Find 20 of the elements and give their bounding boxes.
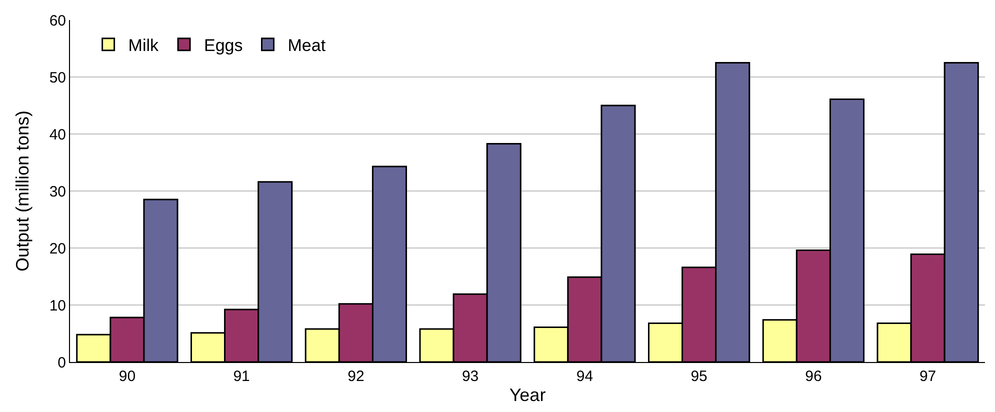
x-tick-label: 96 xyxy=(805,368,822,385)
y-tick-label: 20 xyxy=(49,240,66,258)
x-tick-label: 95 xyxy=(690,368,708,385)
y-tick-label: 30 xyxy=(49,183,66,200)
x-tick-label: 92 xyxy=(348,368,364,385)
y-tick-label: 10 xyxy=(49,297,66,314)
y-tick-label: 0 xyxy=(58,354,66,372)
y-axis-title: Output (million tons) xyxy=(12,110,33,272)
x-axis-title: Year xyxy=(509,385,546,406)
x-tick-label: 97 xyxy=(919,368,936,385)
x-tick-label: 94 xyxy=(576,368,594,385)
y-tick-label: 50 xyxy=(49,69,66,86)
x-tick-label: 91 xyxy=(233,368,250,385)
legend-label: Eggs xyxy=(204,36,243,56)
legend-label: Meat xyxy=(288,36,326,56)
y-tick-label: 60 xyxy=(49,12,66,30)
legend-label: Milk xyxy=(128,36,160,56)
x-tick-label: 93 xyxy=(462,368,479,385)
y-tick-label: 40 xyxy=(49,126,66,144)
x-tick-label: 90 xyxy=(118,368,136,385)
